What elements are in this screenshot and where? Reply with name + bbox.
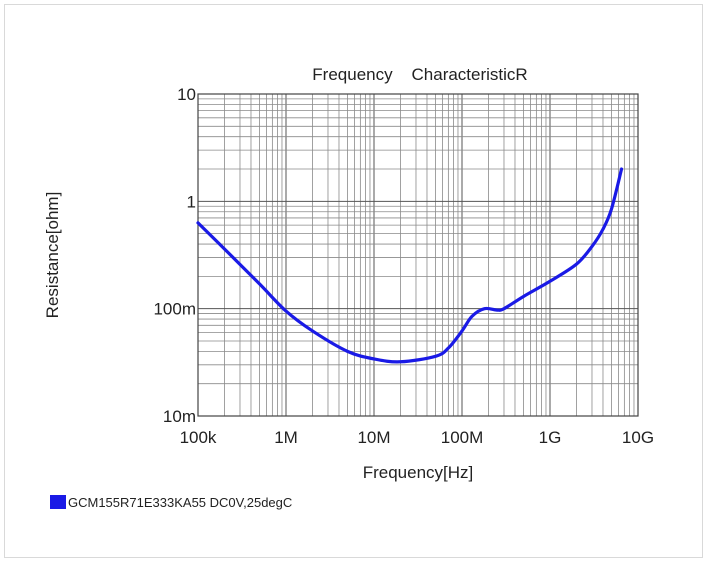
chart-title: Frequency CharacteristicR — [312, 65, 527, 84]
x-tick-labels: 100k 1M 10M 100M 1G 10G — [180, 428, 655, 447]
plot-area — [197, 93, 639, 417]
plot-grid — [197, 94, 638, 417]
x-tick-label: 1G — [539, 428, 562, 447]
x-tick-label: 10G — [622, 428, 654, 447]
x-tick-label: 100k — [180, 428, 217, 447]
series-lines — [196, 167, 624, 364]
series-line — [196, 167, 624, 364]
x-tick-label: 1M — [274, 428, 298, 447]
y-tick-label: 10m — [163, 407, 196, 426]
y-tick-label: 10 — [177, 85, 196, 104]
x-axis-label: Frequency[Hz] — [363, 463, 474, 482]
x-tick-label: 10M — [357, 428, 390, 447]
y-tick-label: 100m — [153, 300, 196, 319]
y-axis-label: Resistance[ohm] — [43, 192, 62, 319]
chart-frame — [4, 4, 703, 558]
x-tick-label: 100M — [441, 428, 484, 447]
y-tick-label: 1 — [187, 192, 196, 211]
legend-swatch — [50, 495, 66, 509]
legend-label: GCM155R71E333KA55 DC0V,25degC — [68, 495, 292, 510]
y-tick-labels: 10m 100m 1 10 — [153, 85, 196, 426]
